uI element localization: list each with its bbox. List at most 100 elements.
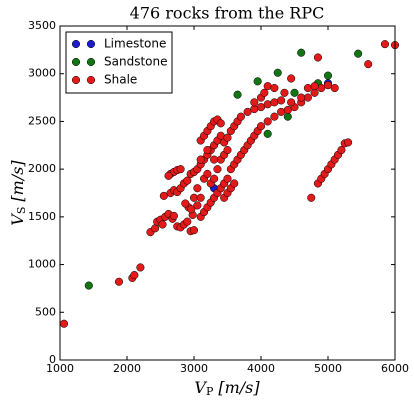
point [283, 105, 292, 115]
x-tick-label: 6000 [381, 362, 409, 375]
point [164, 171, 173, 180]
point [344, 138, 353, 147]
point [263, 82, 272, 91]
point [287, 98, 296, 107]
point [136, 263, 145, 272]
point [310, 82, 319, 91]
point [183, 217, 192, 226]
y-label-symbol: V [8, 213, 27, 226]
point [130, 271, 139, 280]
point [323, 81, 333, 90]
point [236, 112, 245, 121]
plot-frame [59, 25, 396, 361]
point [151, 224, 160, 233]
point [223, 133, 232, 142]
point [176, 165, 185, 174]
point [270, 112, 279, 121]
legend-label: Shale [104, 73, 137, 87]
point [183, 176, 192, 185]
point [196, 155, 205, 164]
y-tick-label: 500 [35, 305, 56, 318]
point [210, 155, 219, 164]
point [59, 319, 69, 328]
point [233, 90, 242, 99]
legend-marker [86, 57, 96, 67]
point [330, 83, 339, 93]
legend-label: Sandstone [104, 55, 167, 69]
point [210, 174, 219, 183]
y-tick-label: 2000 [28, 162, 56, 175]
point [213, 165, 222, 174]
y-label-sub: S [15, 207, 28, 215]
point [273, 68, 282, 77]
point [230, 179, 239, 188]
x-label-sub: P [206, 385, 214, 398]
point [243, 107, 252, 116]
legend-label: Limestone [104, 37, 166, 51]
x-label-symbol: V [194, 378, 207, 397]
point [189, 226, 199, 235]
chart-title: 476 rocks from the RPC [130, 4, 325, 23]
point [223, 146, 232, 155]
point [216, 131, 225, 140]
point [114, 277, 124, 286]
point [223, 174, 232, 183]
x-tick-label: 1000 [46, 362, 74, 375]
legend-marker [86, 39, 96, 49]
point [297, 93, 306, 102]
point [260, 88, 269, 97]
x-axis-label: VP [m/s] [194, 378, 260, 399]
x-tick-label: 4000 [247, 362, 275, 375]
point [263, 129, 272, 138]
point [303, 83, 312, 93]
legend-marker [86, 75, 96, 85]
legend-marker [71, 57, 81, 67]
point [193, 201, 202, 210]
point [158, 220, 167, 229]
x-tick-label: 2000 [113, 362, 141, 375]
point [307, 193, 316, 202]
point [181, 199, 190, 208]
x-label-unit: [m/s] [218, 378, 260, 397]
point [256, 122, 266, 131]
point [216, 119, 225, 128]
point [187, 205, 196, 214]
point [337, 146, 346, 155]
legend-box [65, 31, 173, 94]
point [270, 83, 279, 93]
point [287, 74, 296, 83]
point [280, 88, 289, 97]
point [250, 98, 259, 107]
point [364, 60, 373, 69]
point [380, 40, 390, 49]
point [290, 88, 299, 97]
point [169, 211, 178, 220]
point [193, 184, 202, 193]
point [253, 77, 262, 86]
point [84, 281, 93, 290]
legend-marker [71, 75, 81, 85]
x-tick-label: 3000 [180, 362, 208, 375]
point [263, 100, 272, 109]
y-tick-label: 3500 [28, 19, 56, 32]
y-tick-label: 1500 [28, 210, 56, 223]
point [203, 146, 212, 155]
point [203, 169, 212, 178]
point [323, 71, 333, 80]
point [354, 49, 363, 58]
y-tick-label: 3000 [28, 67, 56, 80]
point [159, 191, 168, 200]
y-tick-label: 1000 [28, 258, 56, 271]
y-label-unit: [m/s] [8, 160, 27, 202]
y-axis-label: VS [m/s] [8, 160, 29, 226]
x-tick-label: 5000 [314, 362, 342, 375]
point [277, 96, 286, 105]
point [270, 98, 279, 107]
y-tick-label: 2500 [28, 114, 56, 127]
point [256, 103, 266, 112]
point [196, 193, 205, 202]
point [297, 48, 306, 57]
point [263, 117, 272, 126]
point [277, 107, 286, 116]
